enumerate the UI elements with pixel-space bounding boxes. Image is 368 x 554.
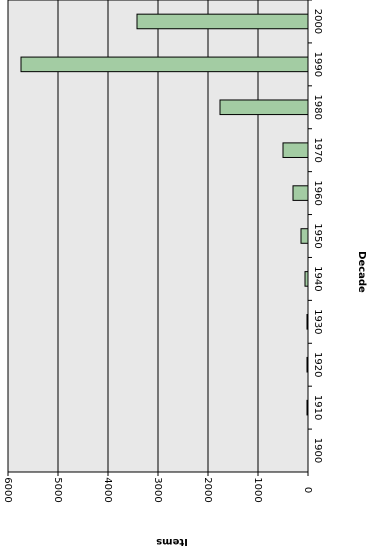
bar [306,399,309,416]
y-tick-label: 1960 [312,180,323,205]
bar [304,271,309,287]
bar [136,13,309,30]
y-tick-label: 1950 [312,223,323,248]
x-axis-title: Items [156,536,188,547]
y-tick-label: 1980 [312,95,323,120]
x-tick-label: 2000 [202,477,213,502]
bar [306,356,309,373]
bar [282,142,309,158]
y-tick-label: 1930 [312,309,323,334]
y-tick-label: 2000 [312,9,323,34]
bar [20,56,309,73]
y-tick-label: 1920 [312,352,323,377]
bar [306,314,309,330]
x-tick-label: 0 [302,487,313,493]
bar [292,185,309,201]
x-tick-label: 5000 [52,477,63,502]
x-tick-label: 3000 [152,477,163,502]
bar [300,228,309,244]
y-tick-label: 1970 [312,137,323,162]
y-tick-label: 1900 [312,438,323,463]
x-tick-label: 4000 [102,477,113,502]
y-axis-title: Decade [356,251,367,293]
y-tick-label: 1990 [312,52,323,77]
bar [219,99,309,116]
y-tick-label: 1940 [312,266,323,291]
x-tick-label: 6000 [2,477,13,502]
y-tick-label: 1910 [312,395,323,420]
x-tick-label: 1000 [252,477,263,502]
